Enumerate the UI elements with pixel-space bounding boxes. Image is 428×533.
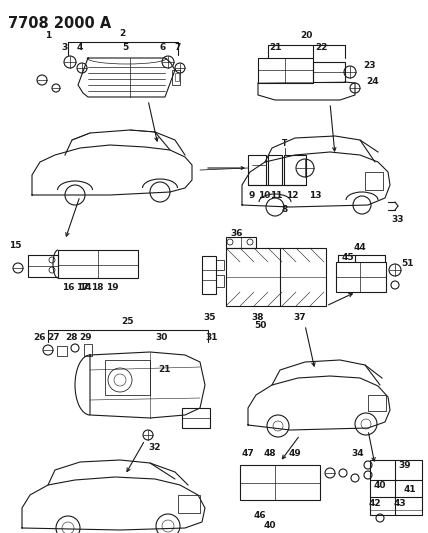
Text: 33: 33 [392,215,404,224]
Bar [365,172,383,190]
Bar [240,465,320,500]
Text: T: T [282,139,288,148]
Text: 21: 21 [270,44,282,52]
Bar [175,73,179,81]
Bar [216,275,224,287]
Text: 19: 19 [106,282,118,292]
Bar [57,346,67,356]
Bar [172,70,180,85]
Bar [248,155,266,185]
Text: 10: 10 [258,191,270,200]
Text: 48: 48 [264,448,276,457]
Text: 14: 14 [79,282,91,292]
Text: 16: 16 [62,282,74,292]
Text: 26: 26 [34,334,46,343]
Bar [284,155,306,185]
Text: 40: 40 [374,481,386,489]
Bar [216,260,224,270]
Text: 21: 21 [159,366,171,375]
Bar [268,155,282,185]
Bar [178,495,200,513]
Text: 8: 8 [282,206,288,214]
Text: 6: 6 [160,43,166,52]
Text: 4: 4 [77,43,83,52]
Text: 18: 18 [91,282,103,292]
Bar [84,344,92,356]
Text: 38: 38 [252,313,264,322]
Text: 51: 51 [402,260,414,269]
Bar [28,255,58,277]
Text: 1: 1 [45,31,51,41]
Text: 41: 41 [404,486,416,495]
Text: 7708 2000 A: 7708 2000 A [8,16,111,31]
Text: 29: 29 [80,334,92,343]
Text: 47: 47 [242,448,254,457]
Text: 43: 43 [394,498,406,507]
Text: 44: 44 [354,244,366,253]
Text: 23: 23 [364,61,376,69]
Text: 17: 17 [76,282,88,292]
Text: 9: 9 [249,191,255,200]
Text: 5: 5 [122,43,128,52]
Text: 34: 34 [352,448,364,457]
Bar [182,408,210,428]
Text: 22: 22 [316,44,328,52]
Text: 30: 30 [156,334,168,343]
Text: 32: 32 [149,442,161,451]
Text: 15: 15 [9,240,21,249]
Text: 13: 13 [309,191,321,200]
Text: 3: 3 [62,43,68,52]
Bar [370,460,422,515]
Text: 49: 49 [288,448,301,457]
Text: 27: 27 [48,334,60,343]
Text: 20: 20 [300,31,312,41]
Bar [368,395,386,411]
Text: 7: 7 [175,43,181,52]
Text: 11: 11 [270,191,282,200]
Bar [58,250,138,278]
Text: 31: 31 [206,334,218,343]
Bar [258,58,313,83]
Text: 50: 50 [254,320,266,329]
Bar [313,62,345,82]
Bar [105,360,150,395]
Text: 42: 42 [369,498,381,507]
Text: 37: 37 [294,313,306,322]
Bar [202,256,216,294]
Text: 46: 46 [254,511,266,520]
Text: 35: 35 [204,313,216,322]
Text: 2: 2 [119,28,125,37]
Text: 28: 28 [66,334,78,343]
Text: 36: 36 [231,229,243,238]
Bar [226,248,326,306]
Text: 40: 40 [264,521,276,529]
Bar [226,237,256,248]
Text: 25: 25 [122,318,134,327]
Text: 24: 24 [367,77,379,86]
Text: 39: 39 [399,461,411,470]
Bar [336,262,386,292]
Text: 45: 45 [342,254,354,262]
Text: 12: 12 [286,191,298,200]
